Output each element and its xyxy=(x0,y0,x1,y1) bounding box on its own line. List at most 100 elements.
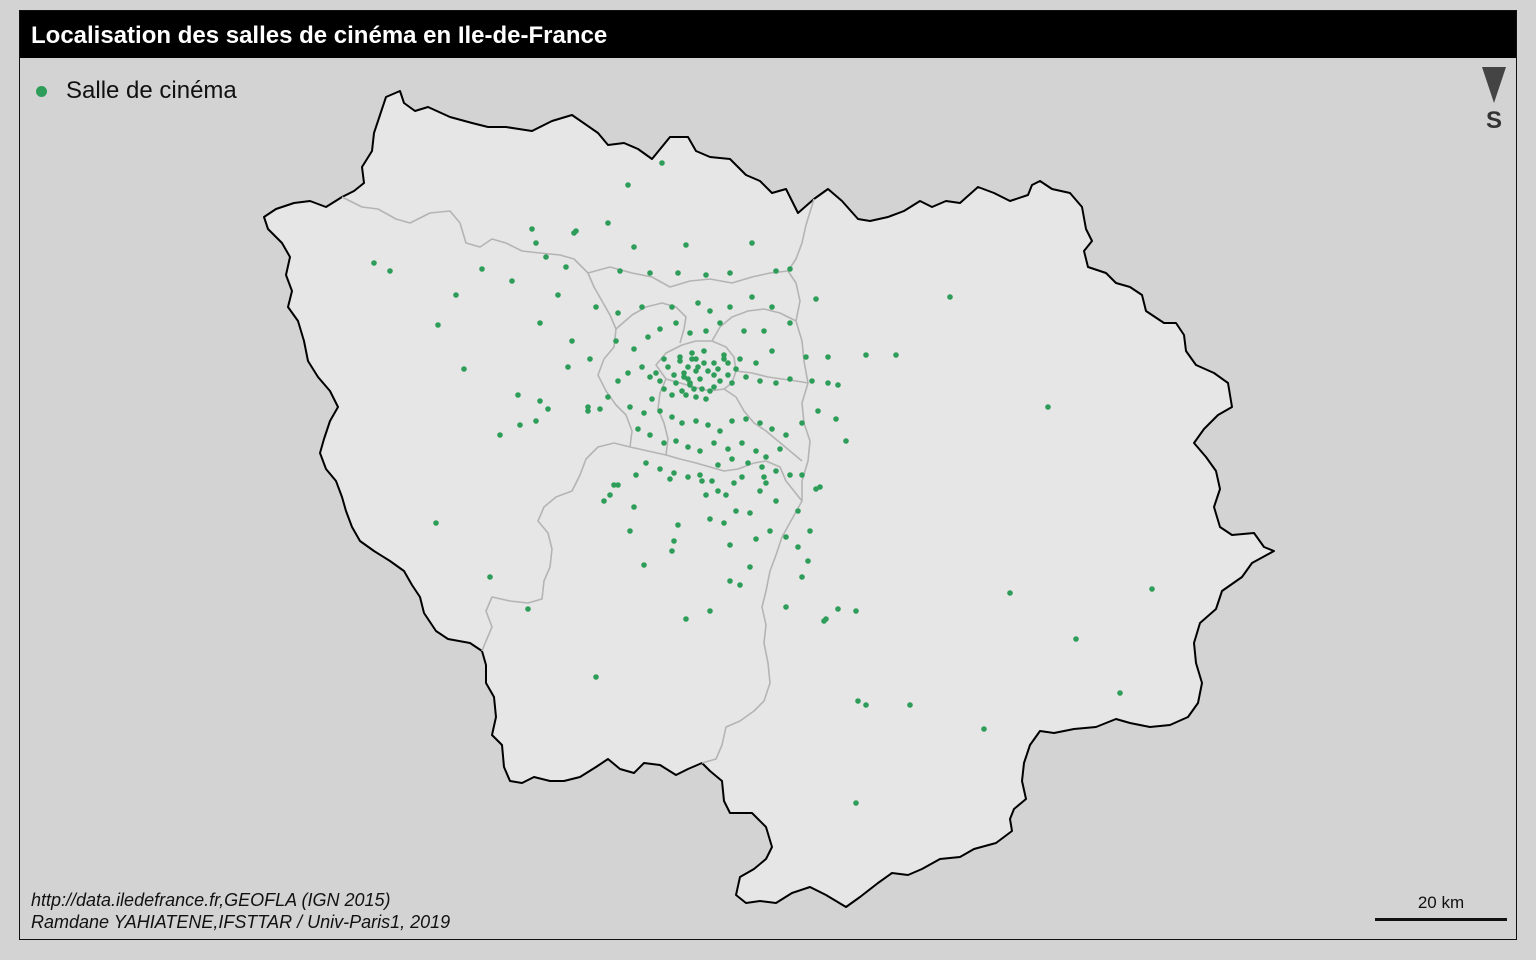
cinema-point xyxy=(773,380,779,386)
cinema-point xyxy=(711,440,717,446)
cinema-point xyxy=(701,360,707,366)
cinema-point xyxy=(695,300,701,306)
cinema-point xyxy=(671,538,677,544)
cinema-point xyxy=(703,396,709,402)
cinema-point xyxy=(587,356,593,362)
cinema-point xyxy=(537,320,543,326)
cinema-point xyxy=(777,446,783,452)
cinema-point xyxy=(807,528,813,534)
cinema-point xyxy=(805,558,811,564)
boundary-petite-couronne-south xyxy=(629,446,767,472)
cinema-point xyxy=(743,374,749,380)
cinema-point xyxy=(703,328,709,334)
cinema-point xyxy=(853,608,859,614)
cinema-point xyxy=(817,484,823,490)
map-frame: Localisation des salles de cinéma en Ile… xyxy=(19,10,1517,940)
cinema-point xyxy=(787,472,793,478)
cinema-point xyxy=(773,268,779,274)
cinema-point xyxy=(605,394,611,400)
cinema-point xyxy=(863,352,869,358)
cinema-point xyxy=(647,374,653,380)
cinema-point xyxy=(737,582,743,588)
cinema-point xyxy=(825,380,831,386)
cinema-point xyxy=(1117,690,1123,696)
cinema-point xyxy=(1073,636,1079,642)
cinema-point xyxy=(673,320,679,326)
cinema-point xyxy=(741,328,747,334)
cinema-point xyxy=(585,408,591,414)
cinema-point xyxy=(707,516,713,522)
cinema-point xyxy=(721,356,727,362)
cinema-point xyxy=(1007,590,1013,596)
cinema-point xyxy=(533,240,539,246)
cinema-point xyxy=(729,418,735,424)
cinema-point xyxy=(661,356,667,362)
cinema-point xyxy=(721,520,727,526)
cinema-point xyxy=(545,406,551,412)
cinema-point xyxy=(627,404,633,410)
cinema-point xyxy=(761,474,767,480)
boundary-essonne-yvelines xyxy=(481,442,631,652)
cinema-point xyxy=(673,438,679,444)
cinema-point xyxy=(723,492,729,498)
cinema-point xyxy=(747,564,753,570)
cinema-point xyxy=(487,574,493,580)
cinema-point xyxy=(733,508,739,514)
cinema-point xyxy=(707,308,713,314)
cinema-point xyxy=(799,472,805,478)
cinema-point xyxy=(717,428,723,434)
cinema-point xyxy=(757,488,763,494)
cinema-point xyxy=(947,294,953,300)
cinema-point xyxy=(733,366,739,372)
cinema-point xyxy=(625,182,631,188)
cinema-point xyxy=(601,498,607,504)
cinema-point xyxy=(639,304,645,310)
cinema-point xyxy=(673,380,679,386)
cinema-point xyxy=(683,392,689,398)
cinema-point xyxy=(669,414,675,420)
cinema-point xyxy=(1045,404,1051,410)
cinema-point xyxy=(729,456,735,462)
boundary-seine-saint-denis-south xyxy=(735,370,809,384)
boundary-petite-couronne-west xyxy=(587,272,633,448)
cinema-point xyxy=(753,448,759,454)
cinema-point xyxy=(563,264,569,270)
cinema-point xyxy=(669,548,675,554)
cinema-point xyxy=(685,364,691,370)
cinema-point xyxy=(697,448,703,454)
cinema-point xyxy=(641,562,647,568)
boundary-essonne-seine-et-marne xyxy=(701,500,803,764)
cinema-point xyxy=(615,378,621,384)
cinema-point xyxy=(693,394,699,400)
cinema-point xyxy=(711,360,717,366)
cinema-point xyxy=(699,386,705,392)
cinema-point xyxy=(711,384,717,390)
cinema-point xyxy=(689,356,695,362)
cinema-point xyxy=(753,360,759,366)
cinema-point xyxy=(763,480,769,486)
cinema-point xyxy=(695,364,701,370)
cinema-point xyxy=(517,422,523,428)
cinema-point xyxy=(585,404,591,410)
cinema-point xyxy=(783,432,789,438)
cinema-point xyxy=(671,470,677,476)
north-arrow: S xyxy=(1480,67,1508,139)
cinema-point xyxy=(657,466,663,472)
boundary-val-doise-seine-et-marne xyxy=(787,198,815,272)
cinema-point xyxy=(795,508,801,514)
cinema-point xyxy=(497,432,503,438)
cinema-point xyxy=(529,226,535,232)
cinema-point xyxy=(769,348,775,354)
cinema-point xyxy=(825,354,831,360)
cinema-point xyxy=(683,242,689,248)
cinema-point xyxy=(833,416,839,422)
cinema-point xyxy=(635,426,641,432)
cinema-point xyxy=(509,278,515,284)
cinema-point xyxy=(555,292,561,298)
cinema-point xyxy=(679,388,685,394)
cinema-point xyxy=(907,702,913,708)
cinema-point xyxy=(679,420,685,426)
map-title: Localisation des salles de cinéma en Ile… xyxy=(31,22,608,49)
cinema-point xyxy=(387,268,393,274)
cinema-point xyxy=(759,464,765,470)
